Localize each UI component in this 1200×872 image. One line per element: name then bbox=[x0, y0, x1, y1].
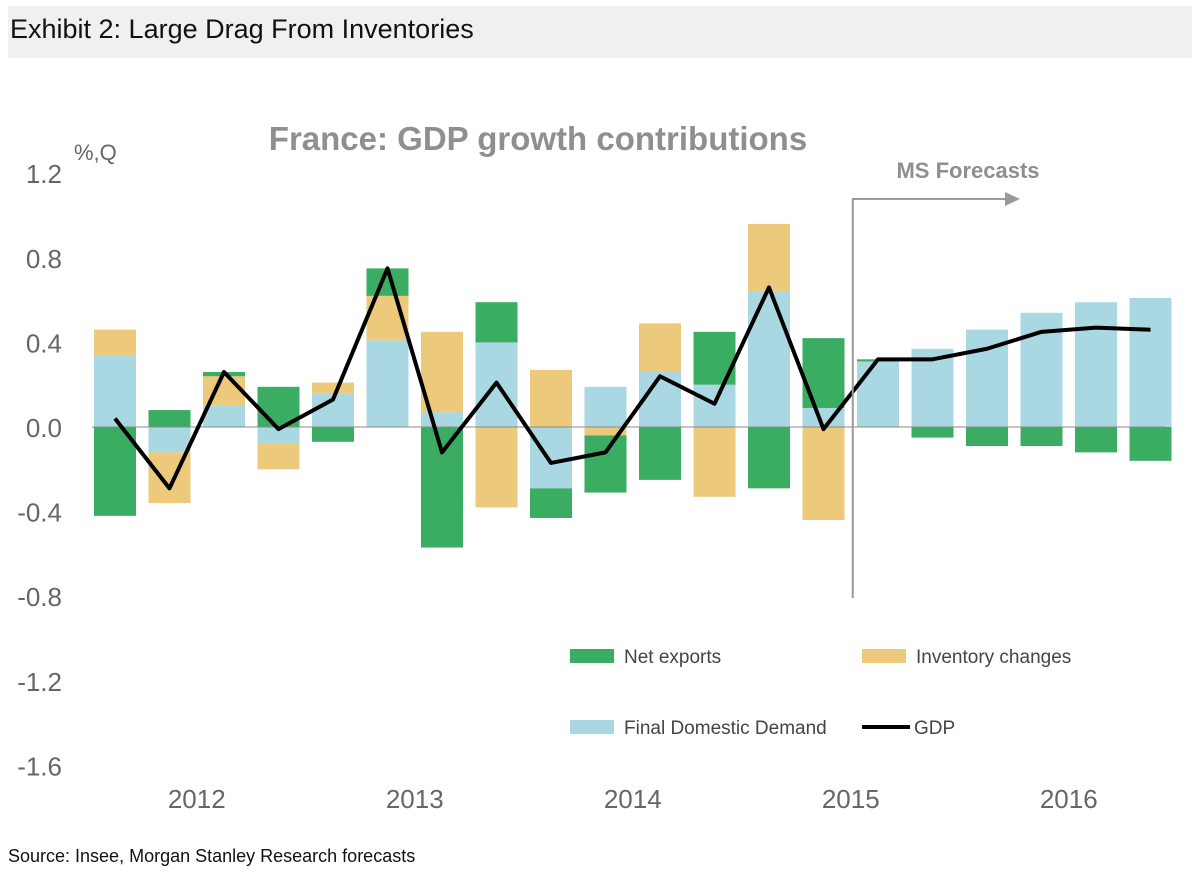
bar-domestic bbox=[366, 340, 409, 427]
chart-title: France: GDP growth contributions bbox=[269, 120, 807, 157]
y-tick-label: -0.8 bbox=[17, 582, 62, 612]
bar-domestic bbox=[1129, 297, 1172, 427]
bar-inventory bbox=[693, 427, 736, 497]
legend-swatch-domestic bbox=[570, 720, 614, 734]
forecast-annotation: MS Forecasts bbox=[896, 158, 1039, 183]
legend-label: Net exports bbox=[624, 647, 721, 668]
bar-domestic bbox=[693, 384, 736, 427]
bar-net-exports bbox=[94, 427, 136, 516]
bar-net-exports bbox=[802, 338, 845, 408]
y-tick-label: -0.4 bbox=[17, 498, 62, 528]
bar-net-exports bbox=[1129, 427, 1172, 461]
exhibit-title: Exhibit 2: Large Drag From Inventories bbox=[10, 14, 474, 44]
bar-domestic bbox=[94, 355, 136, 427]
bar-net-exports bbox=[475, 302, 518, 343]
y-tick-label: -1.6 bbox=[17, 751, 62, 781]
x-tick-label: 2015 bbox=[822, 784, 880, 814]
bar-domestic bbox=[203, 405, 245, 427]
bar-net-exports bbox=[584, 435, 627, 493]
bar-inventory bbox=[639, 323, 681, 373]
bar-domestic bbox=[584, 386, 627, 427]
bar-net-exports bbox=[1075, 427, 1117, 453]
bar-net-exports bbox=[639, 427, 681, 480]
y-axis-label: %,Q bbox=[74, 140, 117, 165]
y-tick-label: 0.0 bbox=[26, 413, 62, 443]
x-tick-label: 2014 bbox=[604, 784, 662, 814]
gdp-line bbox=[113, 266, 1151, 491]
bar-inventory bbox=[748, 223, 790, 292]
bar-inventory bbox=[312, 382, 354, 394]
bar-net-exports bbox=[312, 427, 354, 442]
bar-domestic bbox=[257, 427, 300, 444]
bar-domestic bbox=[1075, 302, 1117, 427]
legend-label: GDP bbox=[914, 718, 955, 739]
legend-swatch-inventory bbox=[862, 649, 906, 663]
bar-domestic bbox=[857, 361, 899, 427]
bar-inventory bbox=[475, 427, 518, 508]
bar-inventory bbox=[530, 369, 572, 427]
bar-net-exports bbox=[911, 427, 954, 438]
source-note: Source: Insee, Morgan Stanley Research f… bbox=[8, 846, 416, 866]
bar-inventory bbox=[94, 329, 136, 356]
bar-net-exports bbox=[530, 488, 572, 518]
bar-net-exports bbox=[421, 427, 463, 548]
bar-domestic bbox=[911, 348, 954, 427]
bar-domestic bbox=[748, 291, 790, 427]
legend-label: Inventory changes bbox=[916, 647, 1071, 668]
y-tick-label: 0.8 bbox=[26, 244, 62, 274]
y-tick-label: -1.2 bbox=[17, 667, 62, 697]
x-tick-label: 2013 bbox=[386, 784, 444, 814]
legend-label: Final Domestic Demand bbox=[624, 718, 827, 739]
x-tick-label: 2012 bbox=[168, 784, 226, 814]
legend-swatch-net-exports bbox=[570, 649, 614, 663]
forecast-arrowhead bbox=[1005, 192, 1020, 206]
bar-domestic bbox=[421, 412, 463, 427]
exhibit-header bbox=[8, 6, 1192, 58]
y-tick-label: 0.4 bbox=[26, 328, 62, 358]
bar-inventory bbox=[802, 427, 845, 521]
x-tick-label: 2016 bbox=[1040, 784, 1098, 814]
bar-net-exports bbox=[1020, 427, 1063, 447]
bar-domestic bbox=[530, 427, 572, 489]
bar-inventory bbox=[584, 427, 627, 436]
bar-inventory bbox=[257, 443, 300, 470]
bar-net-exports bbox=[966, 427, 1008, 447]
bar-net-exports bbox=[148, 410, 191, 427]
bar-net-exports bbox=[748, 427, 790, 489]
bar-domestic bbox=[148, 427, 191, 453]
y-tick-label: 1.2 bbox=[26, 159, 62, 189]
